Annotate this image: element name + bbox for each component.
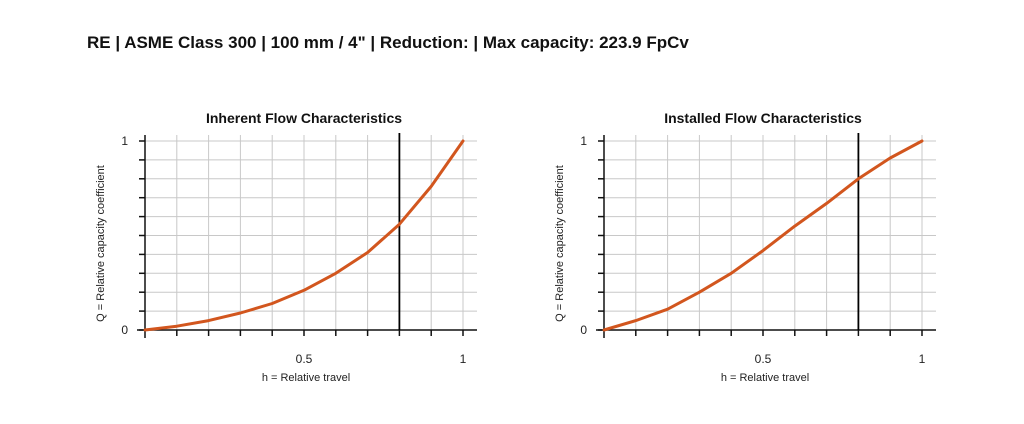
chart-title: Installed Flow Characteristics — [664, 110, 862, 126]
x-tick-label: 0.5 — [755, 352, 772, 366]
x-tick-label: 1 — [460, 352, 467, 366]
series-line — [602, 139, 924, 332]
chart-grid — [604, 135, 936, 330]
y-tick-label: 0 — [580, 323, 587, 337]
page-title: RE | ASME Class 300 | 100 mm / 4" | Redu… — [87, 33, 689, 52]
y-axis-label: Q = Relative capacity coefficient — [554, 165, 566, 322]
y-tick-label: 0 — [121, 323, 128, 337]
x-tick-label: 1 — [919, 352, 926, 366]
x-axis-label: h = Relative travel — [262, 372, 350, 384]
y-tick-label: 1 — [121, 134, 128, 148]
chart-grid — [145, 135, 477, 330]
chart-title: Inherent Flow Characteristics — [206, 110, 402, 126]
x-tick-label: 0.5 — [296, 352, 313, 366]
y-tick-label: 1 — [580, 134, 587, 148]
x-axis-label: h = Relative travel — [721, 372, 809, 384]
series-line — [143, 139, 465, 332]
chart-1: 0.5 1 0 1 Inherent Flow Characteristics h = R… — [95, 110, 477, 384]
y-axis-label: Q = Relative capacity coefficient — [95, 165, 107, 322]
chart-2: 0.5 1 0 1 Installed Flow Characteristics h = … — [554, 110, 936, 384]
